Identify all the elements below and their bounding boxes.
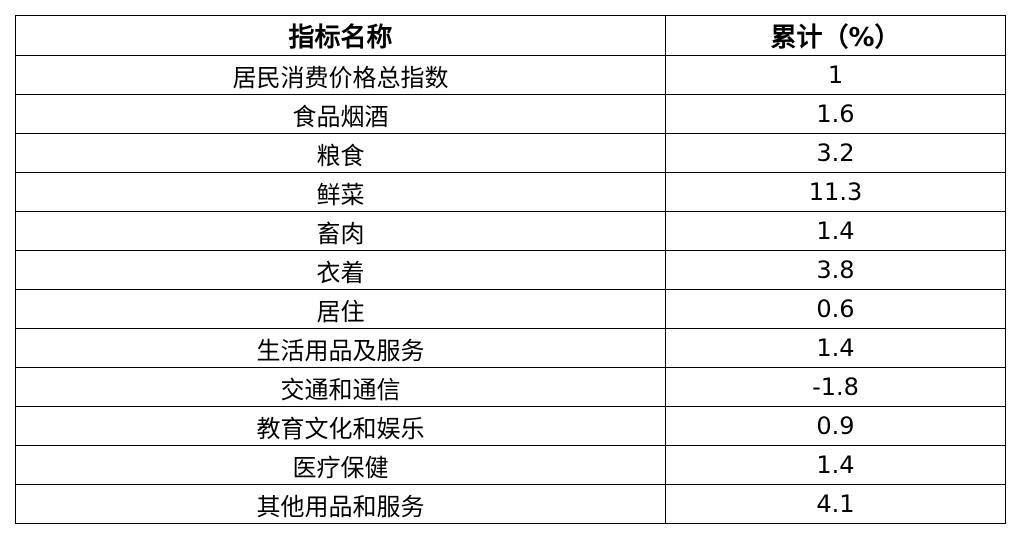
cumulative-value-cell: 4.1	[665, 484, 1006, 524]
table-row: 教育文化和娱乐 0.9	[15, 406, 1006, 446]
cumulative-value-cell: 0.6	[665, 289, 1006, 329]
table-row: 鲜菜 11.3	[15, 172, 1006, 212]
header-cumulative-percent: 累计（%）	[665, 15, 1006, 56]
cumulative-value-cell: 1.4	[665, 328, 1006, 368]
cumulative-value-cell: 3.8	[665, 250, 1006, 290]
indicator-name-cell: 鲜菜	[15, 172, 666, 212]
table-row: 医疗保健 1.4	[15, 445, 1006, 485]
table-row: 其他用品和服务 4.1	[15, 484, 1006, 524]
table-row: 粮食 3.2	[15, 133, 1006, 173]
table-header-row: 指标名称 累计（%）	[15, 15, 1006, 56]
cumulative-value-cell: 1	[665, 55, 1006, 95]
cumulative-value-cell: 1.4	[665, 211, 1006, 251]
indicator-name-cell: 教育文化和娱乐	[15, 406, 666, 446]
cumulative-value-cell: 1.6	[665, 94, 1006, 134]
table-row: 居住 0.6	[15, 289, 1006, 329]
table-row: 居民消费价格总指数 1	[15, 55, 1006, 95]
indicator-name-cell: 医疗保健	[15, 445, 666, 485]
indicator-name-cell: 交通和通信	[15, 367, 666, 407]
data-table: 指标名称 累计（%） 居民消费价格总指数 1 食品烟酒 1.6 粮食 3.2 鲜…	[15, 15, 1006, 524]
cumulative-value-cell: 3.2	[665, 133, 1006, 173]
indicator-name-cell: 畜肉	[15, 211, 666, 251]
cumulative-value-cell: -1.8	[665, 367, 1006, 407]
indicator-name-cell: 居民消费价格总指数	[15, 55, 666, 95]
cumulative-value-cell: 0.9	[665, 406, 1006, 446]
table-row: 衣着 3.8	[15, 250, 1006, 290]
table-row: 食品烟酒 1.6	[15, 94, 1006, 134]
indicator-name-cell: 食品烟酒	[15, 94, 666, 134]
cumulative-value-cell: 1.4	[665, 445, 1006, 485]
header-indicator-name: 指标名称	[15, 15, 666, 56]
table-row: 生活用品及服务 1.4	[15, 328, 1006, 368]
indicator-name-cell: 生活用品及服务	[15, 328, 666, 368]
indicator-name-cell: 其他用品和服务	[15, 484, 666, 524]
cumulative-value-cell: 11.3	[665, 172, 1006, 212]
indicator-name-cell: 衣着	[15, 250, 666, 290]
indicator-name-cell: 粮食	[15, 133, 666, 173]
indicator-name-cell: 居住	[15, 289, 666, 329]
table-row: 畜肉 1.4	[15, 211, 1006, 251]
table-row: 交通和通信 -1.8	[15, 367, 1006, 407]
